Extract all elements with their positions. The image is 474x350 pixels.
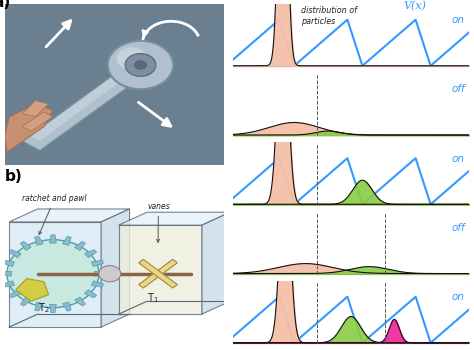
Polygon shape	[139, 259, 177, 288]
Text: off: off	[451, 84, 465, 94]
Polygon shape	[84, 250, 97, 258]
Text: ratchet and pawl: ratchet and pawl	[22, 194, 87, 234]
Polygon shape	[118, 225, 202, 314]
Polygon shape	[139, 259, 177, 288]
Circle shape	[117, 47, 147, 70]
Polygon shape	[118, 212, 230, 225]
Circle shape	[108, 41, 173, 89]
Polygon shape	[22, 100, 48, 117]
Polygon shape	[202, 212, 230, 314]
Polygon shape	[91, 281, 103, 287]
Circle shape	[125, 54, 156, 76]
Circle shape	[134, 60, 147, 70]
Text: T$_1$: T$_1$	[147, 291, 159, 305]
Text: on: on	[452, 292, 465, 302]
Polygon shape	[101, 209, 129, 327]
Polygon shape	[35, 236, 43, 245]
Text: off: off	[451, 223, 465, 233]
Polygon shape	[74, 297, 85, 306]
Polygon shape	[2, 260, 15, 267]
Text: vanes: vanes	[147, 202, 170, 242]
Text: b): b)	[5, 169, 22, 184]
Polygon shape	[94, 271, 105, 276]
Text: a): a)	[0, 0, 11, 10]
Polygon shape	[63, 302, 71, 311]
Polygon shape	[84, 290, 97, 298]
Polygon shape	[35, 302, 43, 311]
Polygon shape	[63, 236, 71, 245]
Polygon shape	[22, 71, 136, 151]
Text: T$_2$: T$_2$	[37, 301, 49, 315]
Polygon shape	[9, 209, 129, 222]
Polygon shape	[2, 281, 15, 287]
Polygon shape	[9, 290, 21, 298]
Circle shape	[7, 240, 99, 308]
Polygon shape	[9, 222, 101, 327]
Polygon shape	[31, 75, 123, 141]
Polygon shape	[50, 235, 56, 243]
Polygon shape	[50, 304, 56, 313]
Text: on: on	[452, 15, 465, 25]
Polygon shape	[74, 241, 85, 250]
Polygon shape	[20, 241, 31, 250]
Text: V(x): V(x)	[403, 1, 426, 11]
Polygon shape	[9, 250, 21, 258]
Polygon shape	[5, 4, 224, 165]
Polygon shape	[0, 271, 11, 276]
Text: on: on	[452, 154, 465, 163]
Polygon shape	[16, 279, 48, 301]
Circle shape	[99, 266, 121, 282]
Polygon shape	[91, 260, 103, 267]
Polygon shape	[20, 297, 31, 306]
Polygon shape	[5, 104, 53, 152]
Polygon shape	[22, 112, 53, 131]
Text: distribution of
particles: distribution of particles	[301, 6, 357, 26]
